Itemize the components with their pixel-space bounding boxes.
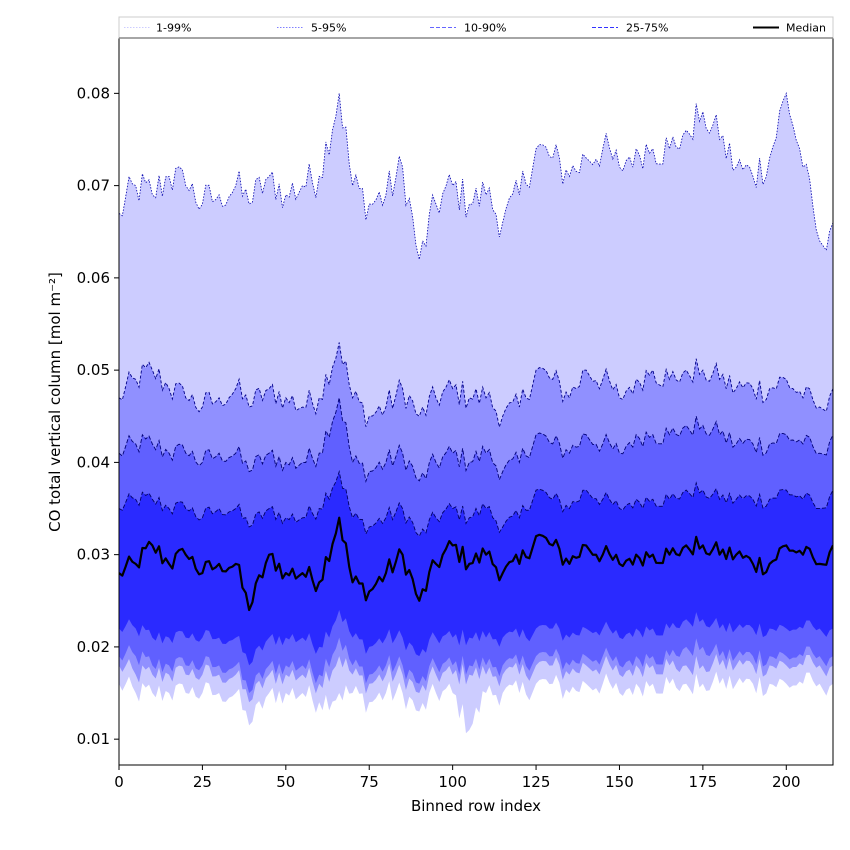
x-axis-title: Binned row index [411,797,541,815]
x-tick-label: 125 [522,773,551,791]
legend-label: 10-90% [464,22,506,35]
median-line [119,516,833,612]
edge-p99 [119,91,833,260]
band-25-75 [119,471,833,666]
y-tick-label: 0.06 [77,269,110,287]
plot-area [118,37,834,766]
median-layer [119,516,833,612]
x-tick-label: 150 [605,773,634,791]
x-tick-label: 25 [193,773,212,791]
y-tick-label: 0.03 [77,546,110,564]
legend-label: Median [786,22,826,35]
edge-p75 [119,469,833,538]
x-tick-label: 200 [772,773,801,791]
y-tick-label: 0.05 [77,361,110,379]
y-tick-label: 0.07 [77,177,110,195]
x-tick-label: 0 [114,773,124,791]
edge-p90 [119,397,833,484]
x-axis: 0 25 50 75 100 125 150 175 200 [114,765,801,791]
legend: 1-99% 5-95% 10-90% 25-75% Median [118,16,834,39]
y-tick-label: 0.08 [77,84,110,102]
percentile-edges [119,91,833,538]
legend-label: 1-99% [156,22,191,35]
x-tick-label: 75 [360,773,379,791]
legend-label: 25-75% [626,22,668,35]
y-tick-label: 0.01 [77,730,110,748]
y-axis: 0.01 0.02 0.03 0.04 0.05 0.06 0.07 0.08 [77,84,119,748]
x-tick-label: 100 [438,773,467,791]
y-tick-label: 0.02 [77,638,110,656]
percentile-bands [119,93,833,734]
y-axis-title: CO total vertical column [mol m⁻²] [46,272,64,532]
x-tick-label: 50 [276,773,295,791]
x-tick-label: 175 [689,773,718,791]
y-tick-label: 0.04 [77,453,110,471]
legend-label: 5-95% [311,22,346,35]
